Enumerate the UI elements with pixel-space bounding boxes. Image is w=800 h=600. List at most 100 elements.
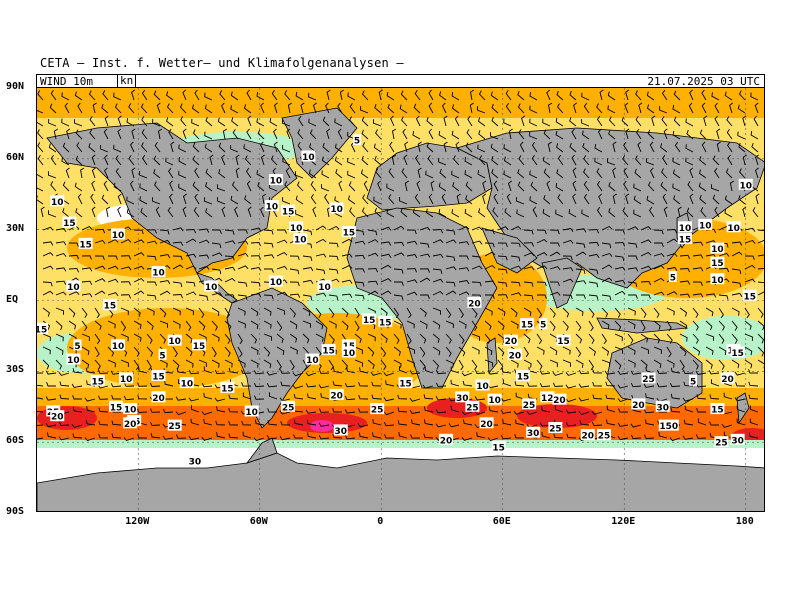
wind-barb — [287, 102, 292, 114]
lon-tick-label: 60W — [249, 516, 268, 527]
wind-barb — [234, 206, 239, 218]
wind-barb — [435, 396, 447, 401]
wind-barb — [653, 346, 662, 354]
wind-barb — [687, 181, 694, 192]
wind-barb — [308, 118, 317, 127]
wind-barb — [557, 103, 564, 114]
wind-barb — [107, 292, 119, 297]
wind-barb — [497, 281, 508, 288]
contour-label-bg — [540, 391, 555, 403]
contour-label-bg — [710, 242, 725, 254]
wind-barb — [230, 144, 239, 153]
wind-barb — [635, 155, 642, 166]
wind-barb — [55, 227, 67, 233]
wind-barb — [224, 240, 236, 245]
wind-barb — [159, 307, 167, 318]
lon-tick-label: 0 — [377, 516, 384, 527]
wind-barb — [438, 182, 447, 192]
wind-barb — [672, 169, 681, 179]
wind-barb — [591, 410, 603, 415]
wind-barb — [273, 141, 278, 153]
contour-label-text: 20 — [721, 375, 734, 385]
wind-barb — [107, 265, 119, 270]
wind-barb — [549, 346, 558, 356]
contour-label: 15 — [78, 237, 93, 250]
wind-barb — [617, 384, 629, 389]
wind-barb — [646, 91, 655, 101]
wind-barb — [270, 155, 278, 166]
wind-barb — [361, 155, 369, 166]
contour-label-bg — [289, 221, 304, 233]
wind-barb — [48, 143, 57, 153]
wind-barb — [705, 346, 714, 355]
wind-barb — [192, 181, 200, 192]
wind-barb — [380, 359, 387, 371]
wind-barb — [406, 279, 418, 284]
wind-barb — [716, 141, 721, 153]
wind-barb — [182, 193, 187, 205]
wind-barb — [204, 92, 213, 101]
wind-barb — [289, 320, 298, 330]
wind-barb — [42, 281, 53, 287]
wind-barb — [451, 130, 460, 140]
wind-barb — [666, 359, 675, 368]
wind-barb — [731, 333, 738, 344]
wind-barb — [50, 181, 57, 192]
wind-barb — [312, 206, 317, 218]
wind-barb — [578, 411, 590, 416]
wind-barb — [217, 197, 226, 205]
wind-barb — [757, 346, 764, 357]
wind-barb — [516, 209, 525, 218]
contour-label: 30 — [655, 400, 670, 413]
wind-barb — [367, 333, 376, 342]
wind-barb — [425, 170, 434, 179]
wind-barb — [315, 346, 322, 358]
contour-label-text: 25 — [523, 401, 536, 411]
contour-label-bg — [439, 433, 454, 445]
wind-barb — [415, 154, 421, 166]
wind-barb — [237, 240, 249, 245]
wind-barb — [696, 394, 707, 400]
contour-label-bg — [552, 393, 567, 405]
wind-barb — [622, 155, 629, 166]
wind-barb — [344, 435, 356, 440]
wind-barb — [653, 265, 665, 270]
wind-barb — [406, 291, 418, 296]
wind-barb — [361, 207, 369, 218]
wind-barb — [419, 320, 428, 329]
contour-label: 20 — [479, 417, 494, 430]
wind-barb — [266, 435, 278, 440]
wind-barb — [50, 154, 57, 166]
wind-barb — [748, 381, 759, 387]
wind-barb — [154, 181, 161, 192]
wind-barb — [698, 182, 707, 192]
wind-barb — [734, 397, 746, 402]
wind-barb — [604, 370, 616, 375]
contour-label-bg — [503, 334, 518, 346]
wind-barb — [194, 193, 200, 205]
contour-label-bg — [341, 346, 356, 358]
contour-label-bg — [710, 273, 725, 285]
wind-barb — [645, 419, 655, 426]
wind-barb — [162, 408, 174, 414]
wind-barb — [106, 206, 111, 218]
wind-barb — [104, 115, 109, 127]
wind-barb — [250, 255, 261, 260]
wind-barb — [103, 180, 109, 192]
wind-barb — [349, 102, 356, 114]
wind-barb — [347, 92, 356, 101]
wind-barb — [154, 141, 161, 153]
wind-barb — [427, 155, 434, 166]
wind-barb — [689, 89, 694, 101]
wind-barb — [37, 397, 44, 400]
wind-barb — [146, 281, 157, 286]
wind-barb — [549, 251, 561, 257]
wind-barb — [497, 226, 509, 231]
wind-barb — [692, 320, 699, 331]
wind-barb — [530, 181, 538, 192]
wind-barb — [744, 255, 755, 261]
wind-barb — [397, 407, 408, 413]
wind-barb — [204, 131, 213, 140]
wind-barb — [500, 409, 512, 414]
wind-barb — [572, 167, 577, 179]
